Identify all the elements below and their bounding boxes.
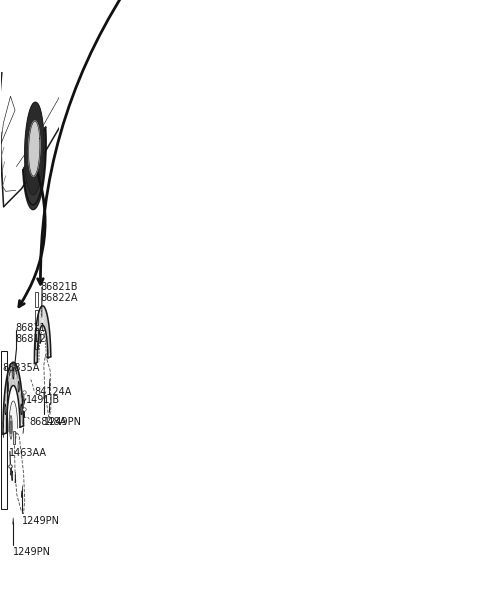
Circle shape [40, 334, 41, 343]
Bar [35, 328, 37, 349]
Polygon shape [119, 0, 130, 5]
Bar [35, 310, 37, 325]
Circle shape [18, 381, 19, 392]
Text: 86812: 86812 [15, 334, 46, 344]
Polygon shape [9, 401, 18, 432]
Polygon shape [24, 409, 25, 418]
Polygon shape [21, 491, 22, 497]
Text: 86848A: 86848A [29, 417, 67, 426]
Polygon shape [35, 306, 51, 364]
Polygon shape [3, 362, 24, 434]
Polygon shape [22, 486, 23, 496]
Text: 86821B: 86821B [40, 282, 78, 292]
Polygon shape [49, 379, 50, 388]
Text: 86811: 86811 [15, 323, 46, 334]
Polygon shape [115, 0, 134, 24]
Polygon shape [25, 102, 44, 195]
Polygon shape [23, 126, 46, 210]
Circle shape [11, 466, 12, 475]
Polygon shape [29, 121, 40, 176]
Bar [13, 431, 15, 444]
Polygon shape [49, 403, 50, 412]
Text: 1249PN: 1249PN [12, 547, 51, 557]
Circle shape [12, 368, 14, 379]
Text: 86835A: 86835A [2, 363, 40, 373]
Polygon shape [44, 392, 45, 399]
Text: 1463AA: 1463AA [9, 448, 47, 458]
Bar [35, 292, 37, 307]
Bar [0, 351, 7, 508]
Text: 84124A: 84124A [34, 387, 72, 397]
Text: 86822A: 86822A [40, 293, 78, 303]
Polygon shape [15, 472, 16, 483]
Circle shape [5, 404, 6, 415]
Text: 1491JB: 1491JB [26, 395, 60, 405]
Text: 1249PN: 1249PN [44, 417, 82, 426]
Text: 1249PN: 1249PN [22, 516, 60, 526]
Circle shape [21, 404, 22, 415]
Circle shape [7, 381, 9, 392]
Polygon shape [113, 0, 136, 38]
